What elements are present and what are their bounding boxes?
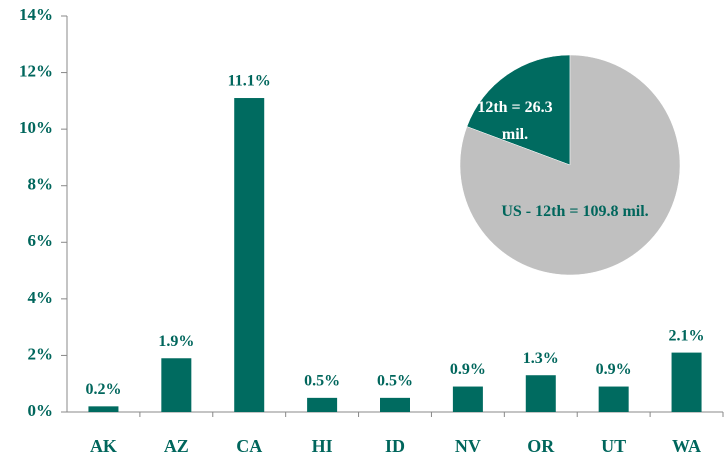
bar: [88, 406, 119, 412]
x-tick-label: AZ: [164, 436, 189, 456]
bar: [452, 386, 483, 412]
value-label: 1.9%: [158, 333, 194, 350]
pie-slice: [466, 54, 571, 166]
y-tick-label: 0%: [28, 401, 54, 420]
y-tick-label: 6%: [28, 231, 54, 250]
y-tick-label: 4%: [28, 288, 54, 307]
y-tick-label: 14%: [19, 5, 53, 24]
value-label: 0.9%: [596, 361, 632, 378]
y-tick-label: 2%: [28, 344, 54, 363]
bar: [161, 358, 192, 412]
value-label: 0.9%: [450, 361, 486, 378]
value-label: 0.5%: [304, 373, 340, 390]
y-tick-label: 10%: [19, 118, 53, 137]
x-tick-label: WA: [672, 436, 701, 456]
value-label: 0.2%: [85, 381, 121, 398]
bar: [307, 397, 338, 412]
value-label: 1.3%: [523, 350, 559, 367]
value-label: 11.1%: [228, 73, 271, 90]
x-tick-label: HI: [312, 436, 333, 456]
x-tick-label: CA: [236, 436, 262, 456]
x-tick-label: ID: [385, 436, 405, 456]
x-tick-label: NV: [455, 436, 481, 456]
bar: [525, 375, 556, 412]
bar: [671, 352, 702, 412]
pie-label: US - 12th = 109.8 mil.: [501, 203, 649, 220]
pie-label: 12th = 26.3 mil.: [477, 99, 553, 143]
value-label: 2.1%: [669, 327, 705, 344]
y-tick-label: 12%: [19, 61, 53, 80]
x-tick-label: UT: [601, 436, 626, 456]
y-tick-label: 8%: [28, 175, 54, 194]
x-tick-label: AK: [90, 436, 117, 456]
bar: [380, 397, 410, 412]
value-label: 0.5%: [377, 373, 413, 390]
x-tick-label: OR: [527, 436, 555, 456]
bar: [598, 386, 629, 412]
pie-slice: [459, 54, 681, 276]
bar: [234, 98, 265, 413]
